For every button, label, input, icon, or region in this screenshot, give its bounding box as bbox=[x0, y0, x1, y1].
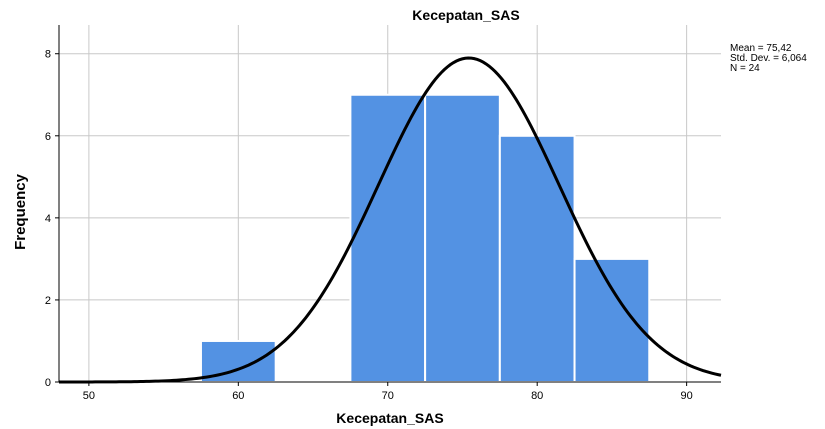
normal-curve bbox=[59, 56, 722, 384]
histogram-bar bbox=[573, 257, 651, 383]
y-tick-label: 8 bbox=[45, 49, 51, 61]
y-tick-label: 6 bbox=[45, 131, 51, 143]
chart-title: Kecepatan_SAS bbox=[412, 7, 519, 23]
stat-mean: Mean = 75,42 bbox=[730, 43, 792, 54]
axes: 0 2 4 6 8 50 60 70 80 90 bbox=[45, 25, 721, 402]
stat-std-dev: Std. Dev. = 6,064 bbox=[730, 53, 807, 64]
histogram-bar bbox=[424, 93, 501, 384]
stats-box: Mean = 75,42 Std. Dev. = 6,064 N = 24 bbox=[730, 43, 807, 74]
x-tick-label: 90 bbox=[681, 390, 693, 402]
x-tick-label: 70 bbox=[382, 390, 394, 402]
y-axis-title: Frequency bbox=[12, 173, 29, 250]
x-tick-label: 60 bbox=[232, 390, 244, 402]
x-axis-title: Kecepatan_SAS bbox=[336, 410, 443, 426]
y-tick-label: 2 bbox=[45, 295, 51, 307]
x-tick-label: 50 bbox=[83, 390, 95, 402]
histogram-bar bbox=[498, 134, 576, 383]
y-tick-label: 4 bbox=[45, 213, 51, 225]
histogram-bars bbox=[199, 93, 651, 384]
histogram-bar bbox=[199, 339, 277, 383]
histogram-bar bbox=[349, 93, 427, 384]
stat-n: N = 24 bbox=[730, 63, 760, 74]
y-tick-label: 0 bbox=[45, 377, 51, 389]
x-tick-label: 80 bbox=[531, 390, 543, 402]
